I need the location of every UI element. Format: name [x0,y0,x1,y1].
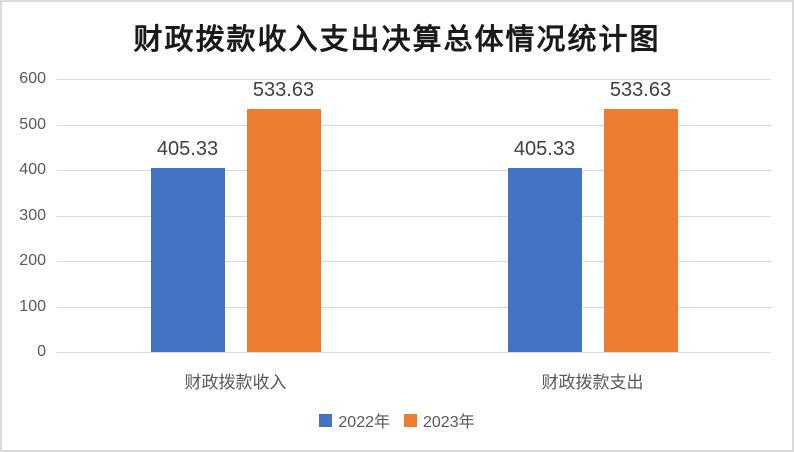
bar-cell: 533.63 [246,79,321,352]
gridline [57,306,771,308]
bar-cell: 405.33 [507,79,582,352]
legend-item: 2023年 [404,408,475,432]
gridline [57,170,771,171]
gridline [57,124,771,126]
legend-label: 2022年 [338,414,390,431]
bar-cell: 405.33 [150,79,225,352]
y-tick-label: 100 [19,297,46,315]
bar-2023年 [603,109,678,352]
y-tick-label: 0 [37,343,46,360]
plot-area: 405.33 533.63 405.33 533.63 [57,79,771,353]
bar-value-label: 533.63 [609,79,672,101]
bar-group: 405.33 533.63 [507,79,678,352]
chart-title: 财政拨款收入支出决算总体情况统计图 [133,24,661,56]
y-tick-label: 600 [19,70,46,87]
bar-group: 405.33 533.63 [150,79,321,352]
legend-swatch-icon [319,413,333,427]
y-tick-label: 200 [19,252,46,269]
y-tick-label: 500 [19,115,46,133]
bar-2022年 [150,168,225,352]
category-label: 财政拨款收入 [184,373,287,392]
bar-2023年 [246,109,321,352]
bar-cell: 533.63 [603,79,678,352]
gridline [57,215,771,217]
gridline [57,79,771,80]
category-label: 财政拨款支出 [541,373,644,392]
legend-label: 2023年 [423,414,475,431]
bar-value-label: 533.63 [252,79,315,101]
bar-2022年 [507,168,582,352]
gridline [57,261,771,262]
y-tick-label: 300 [19,206,46,224]
legend-swatch-icon [404,413,417,427]
legend-item: 2022年 [319,408,390,432]
gridline [57,352,771,353]
bar-value-label: 405.33 [156,138,219,160]
y-tick-label: 400 [19,161,46,178]
bar-value-label: 405.33 [513,138,576,160]
legend: 2022年 2023年 [2,408,792,432]
